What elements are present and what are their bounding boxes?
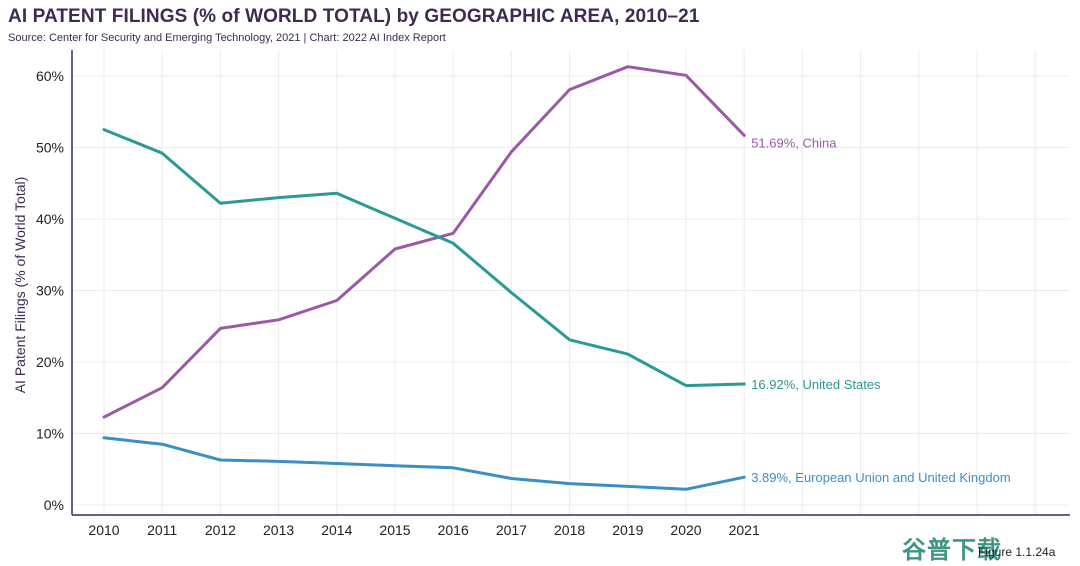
y-tick-label: 30% xyxy=(36,283,64,299)
x-tick-label: 2014 xyxy=(321,522,352,538)
figure-label: Figure 1.1.24a xyxy=(978,545,1056,559)
x-tick-label: 2018 xyxy=(554,522,585,538)
series-lines xyxy=(102,65,746,491)
x-tick-label: 2017 xyxy=(496,522,527,538)
grid xyxy=(72,50,1070,515)
series-end-label: 3.89%, European Union and United Kingdom xyxy=(751,470,1010,485)
y-tick-label: 50% xyxy=(36,140,64,156)
y-tick-label: 60% xyxy=(36,68,64,84)
y-tick-label: 40% xyxy=(36,211,64,227)
chart-source: Source: Center for Security and Emerging… xyxy=(8,32,446,44)
series-end-label: 16.92%, United States xyxy=(751,377,881,392)
x-tick-label: 2019 xyxy=(612,522,643,538)
y-tick-label: 20% xyxy=(36,354,64,370)
y-tick-label: 0% xyxy=(44,497,64,513)
series-line-united-states xyxy=(102,128,746,388)
x-tick-label: 2011 xyxy=(147,522,177,538)
x-tick-label: 2016 xyxy=(438,522,469,538)
series-end-label: 51.69%, China xyxy=(751,135,837,150)
series-labels: 51.69%, China 16.92%, United States 3.89%,… xyxy=(751,135,1010,485)
axes xyxy=(71,50,1070,516)
x-tick-label: 2021 xyxy=(729,522,760,538)
series-line-european-union-and-united-kingdom xyxy=(102,436,746,491)
y-axis-label: AI Patent Filings (% of World Total) xyxy=(12,177,28,394)
x-tick-label: 2010 xyxy=(88,522,119,538)
x-tick-label: 2020 xyxy=(670,522,701,538)
series-line-china xyxy=(102,65,746,419)
y-tick-label: 10% xyxy=(36,426,64,442)
watermark-text: 谷普下载 xyxy=(902,536,1002,564)
x-tick-labels: 2010 2011 2012 2013 2014 2015 2016 2017 2018 2019… xyxy=(88,522,760,538)
x-tick-label: 2015 xyxy=(379,522,410,538)
x-tick-label: 2013 xyxy=(263,522,294,538)
y-tick-labels: 0% 10% 20% 30% 40% 50% 60% xyxy=(36,68,64,513)
chart-title: AI PATENT FILINGS (% of WORLD TOTAL) by … xyxy=(8,6,700,27)
x-tick-label: 2012 xyxy=(205,522,236,538)
